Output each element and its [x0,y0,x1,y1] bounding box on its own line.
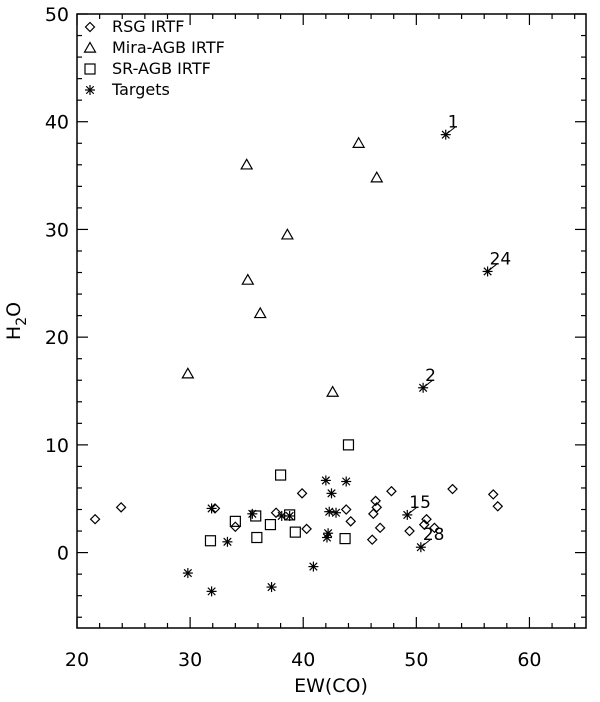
data-point-diamond [366,534,378,546]
point-annotations: 1 24 2 15 28 [406,113,512,548]
data-point-square [204,535,217,547]
data-point-diamond [404,525,415,537]
data-point-square [342,439,355,451]
data-point-triangle [326,385,340,397]
data-point-diamond [345,516,357,527]
point-label: 2 [425,366,436,386]
series-asterisk [182,129,493,597]
tick-labels: 20 30 40 50 60 0 10 20 30 40 50 [45,4,542,671]
data-point-square [264,518,277,531]
data-point-square [229,515,241,527]
y-axis-label: H2O [3,302,30,340]
y-axis-label-sub: 2 [14,317,30,326]
annotation-leader [487,263,498,272]
series-diamond [89,483,504,546]
data-point-asterisk [247,508,258,519]
data-point-diamond [370,495,381,507]
legend-label: RSG IRTF [112,17,184,36]
series-triangle [181,136,384,397]
data-point-diamond [230,521,241,533]
x-tick-label: 20 [65,649,89,671]
data-point-triangle [253,306,267,319]
data-point-asterisk [222,536,233,547]
legend: RSG IRTF Mira-AGB IRTF SR-AGB IRTF Targets [83,17,225,99]
y-tick-label: 30 [45,219,69,241]
data-point-diamond [301,523,312,535]
x-tick-label: 30 [178,649,202,671]
data-point-diamond [115,502,127,513]
x-tick-label: 60 [517,649,541,671]
data-point-asterisk [206,586,217,597]
x-tick-label: 50 [404,649,428,671]
data-point-diamond [371,502,383,513]
data-point-square [289,526,301,538]
data-point-square [275,469,287,481]
point-label: 28 [423,525,445,545]
y-axis-label-base: H [3,326,25,340]
y-tick-label: 50 [45,4,69,26]
data-point-triangle [181,367,195,379]
data-point-diamond [487,489,499,500]
data-point-asterisk [276,510,287,521]
data-point-triangle [370,171,384,183]
data-point-asterisk [341,476,352,487]
point-label: 15 [409,493,431,513]
data-point-asterisk [320,475,331,486]
data-point-diamond [492,500,504,512]
point-label: 1 [448,113,459,133]
data-point-triangle [280,228,294,240]
data-point-diamond [296,488,308,499]
data-point-asterisk [326,488,337,499]
legend-marker-square [84,63,96,75]
data-marks [89,129,504,597]
legend-marker-triangle [83,41,97,53]
annotation-leader [406,506,418,516]
point-label: 24 [490,249,512,269]
legend-label: SR-AGB IRTF [112,59,211,78]
data-point-asterisk [206,503,217,514]
data-point-asterisk [308,561,319,572]
annotation-leader [445,126,457,136]
data-point-asterisk [323,528,334,539]
data-point-diamond [270,507,282,519]
x-tick-label: 40 [291,649,315,671]
data-point-diamond [89,513,101,525]
data-point-diamond [447,483,458,495]
y-tick-label: 40 [45,112,69,134]
y-tick-label: 10 [45,435,69,457]
data-point-diamond [368,508,379,520]
legend-label: Targets [111,80,170,99]
data-point-diamond [386,485,397,497]
x-axis-label: EW(CO) [294,675,368,697]
data-point-diamond [421,513,432,525]
axis-ticks [76,13,586,628]
data-point-triangle [241,273,255,285]
data-point-asterisk [266,582,277,593]
data-point-asterisk [324,506,335,517]
data-point-asterisk [284,510,295,521]
legend-label: Mira-AGB IRTF [112,38,225,57]
plot-frame [76,13,587,629]
y-axis-label-tail: O [3,302,25,317]
y-tick-label: 0 [57,543,69,565]
annotation-leader [420,538,432,548]
series-square [204,439,355,547]
legend-marker-asterisk [85,85,95,95]
data-point-asterisk [331,507,342,518]
data-point-asterisk [182,568,193,579]
data-point-triangle [352,136,366,148]
y-tick-label: 20 [45,327,69,349]
legend-marker-diamond [84,21,96,33]
annotation-leader [422,379,434,389]
data-point-square [339,532,351,545]
data-point-diamond [429,522,440,534]
data-point-square [251,531,263,544]
data-point-diamond [340,504,352,515]
data-point-diamond [374,522,386,534]
data-point-triangle [240,158,254,170]
